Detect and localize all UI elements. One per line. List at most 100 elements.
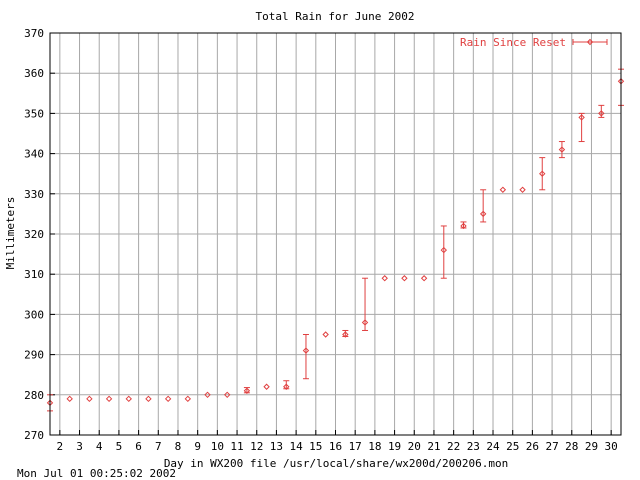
x-tick-label: 8 — [175, 440, 182, 453]
x-tick-label: 25 — [506, 440, 519, 453]
y-tick-label: 300 — [24, 308, 44, 321]
x-axis-label: Day in WX200 file /usr/local/share/wx200… — [164, 457, 508, 470]
point-marker — [263, 383, 270, 390]
data-point — [479, 189, 487, 223]
data-point — [440, 225, 448, 279]
data-point — [125, 395, 132, 403]
x-tick-label: 17 — [349, 440, 362, 453]
data-points — [46, 68, 625, 412]
grid — [50, 32, 621, 436]
y-ticks: 270 280 290 300 310 320 330 340 350 360 370 — [24, 27, 55, 442]
point-marker — [243, 387, 251, 394]
x-ticks: 2 3 4 5 6 7 8 9 10 11 12 13 14 15 16 17 18 19 20 21 22 23 24 25… — [57, 430, 618, 453]
data-point — [204, 391, 211, 399]
x-tick-label: 16 — [329, 440, 342, 453]
x-tick-label: 7 — [155, 440, 162, 453]
data-point — [243, 387, 251, 394]
point-marker — [223, 391, 231, 399]
legend-marker — [586, 38, 594, 46]
point-marker — [519, 186, 526, 193]
y-axis-label: Millimeters — [4, 197, 17, 270]
x-tick-label: 10 — [211, 440, 224, 453]
x-tick-label: 18 — [368, 440, 381, 453]
x-tick-label: 14 — [289, 440, 303, 453]
point-marker — [105, 395, 113, 403]
point-marker — [145, 395, 152, 403]
point-marker — [420, 275, 428, 282]
y-tick-label: 280 — [24, 389, 44, 402]
y-tick-label: 270 — [24, 429, 44, 442]
x-tick-label: 9 — [194, 440, 201, 453]
data-point — [420, 275, 428, 282]
point-marker — [125, 395, 132, 403]
x-tick-label: 23 — [467, 440, 480, 453]
x-tick-label: 12 — [250, 440, 263, 453]
data-point — [66, 395, 73, 403]
data-point — [184, 395, 192, 403]
data-point — [361, 277, 369, 331]
x-tick-label: 6 — [135, 440, 142, 453]
data-point — [460, 221, 467, 230]
data-point — [223, 391, 231, 399]
data-point — [105, 395, 113, 403]
data-point — [145, 395, 152, 403]
x-tick-label: 19 — [388, 440, 401, 453]
data-point — [401, 275, 408, 282]
x-tick-label: 28 — [565, 440, 578, 453]
y-tick-label: 370 — [24, 27, 44, 40]
data-point — [302, 334, 310, 380]
x-tick-label: 13 — [270, 440, 283, 453]
footer-timestamp: Mon Jul 01 00:25:02 2002 — [17, 467, 176, 480]
legend-swatch — [572, 38, 608, 46]
point-marker — [342, 331, 349, 338]
data-point — [381, 275, 388, 282]
point-marker — [440, 246, 448, 254]
x-tick-label: 29 — [585, 440, 598, 453]
y-tick-label: 340 — [24, 148, 44, 161]
point-marker — [322, 331, 329, 338]
data-point — [263, 383, 270, 390]
x-tick-label: 24 — [486, 440, 500, 453]
point-marker — [302, 347, 310, 354]
legend-label: Rain Since Reset — [460, 36, 566, 49]
data-point — [164, 395, 172, 403]
x-tick-label: 2 — [57, 440, 64, 453]
x-tick-label: 5 — [116, 440, 123, 453]
point-marker — [479, 210, 487, 218]
point-marker — [86, 395, 93, 403]
point-marker — [598, 110, 605, 117]
data-point — [86, 395, 93, 403]
point-marker — [184, 395, 192, 403]
y-tick-label: 320 — [24, 228, 44, 241]
chart-title: Total Rain for June 2002 — [256, 10, 415, 23]
data-point — [519, 186, 526, 193]
point-marker — [460, 222, 467, 230]
point-marker — [401, 275, 408, 282]
point-marker — [539, 170, 546, 177]
point-marker — [381, 275, 388, 282]
data-point — [578, 112, 585, 143]
x-tick-label: 11 — [230, 440, 243, 453]
x-tick-label: 3 — [76, 440, 83, 453]
data-point — [322, 331, 329, 338]
point-marker — [164, 395, 172, 403]
x-tick-label: 26 — [526, 440, 539, 453]
y-tick-label: 350 — [24, 107, 44, 120]
x-tick-label: 27 — [545, 440, 558, 453]
legend: Rain Since Reset — [460, 36, 608, 49]
data-point — [499, 186, 507, 193]
point-marker — [578, 114, 585, 121]
data-point — [539, 157, 546, 191]
point-marker — [499, 186, 507, 193]
y-tick-label: 290 — [24, 349, 44, 362]
plot-frame — [49, 32, 622, 436]
y-tick-label: 330 — [24, 188, 44, 201]
point-marker — [558, 146, 566, 153]
y-tick-label: 360 — [24, 67, 44, 80]
x-tick-label: 15 — [309, 440, 322, 453]
x-tick-label: 20 — [408, 440, 421, 453]
data-point — [342, 329, 349, 338]
x-tick-label: 21 — [427, 440, 440, 453]
x-tick-label: 30 — [605, 440, 618, 453]
point-marker — [204, 391, 211, 399]
